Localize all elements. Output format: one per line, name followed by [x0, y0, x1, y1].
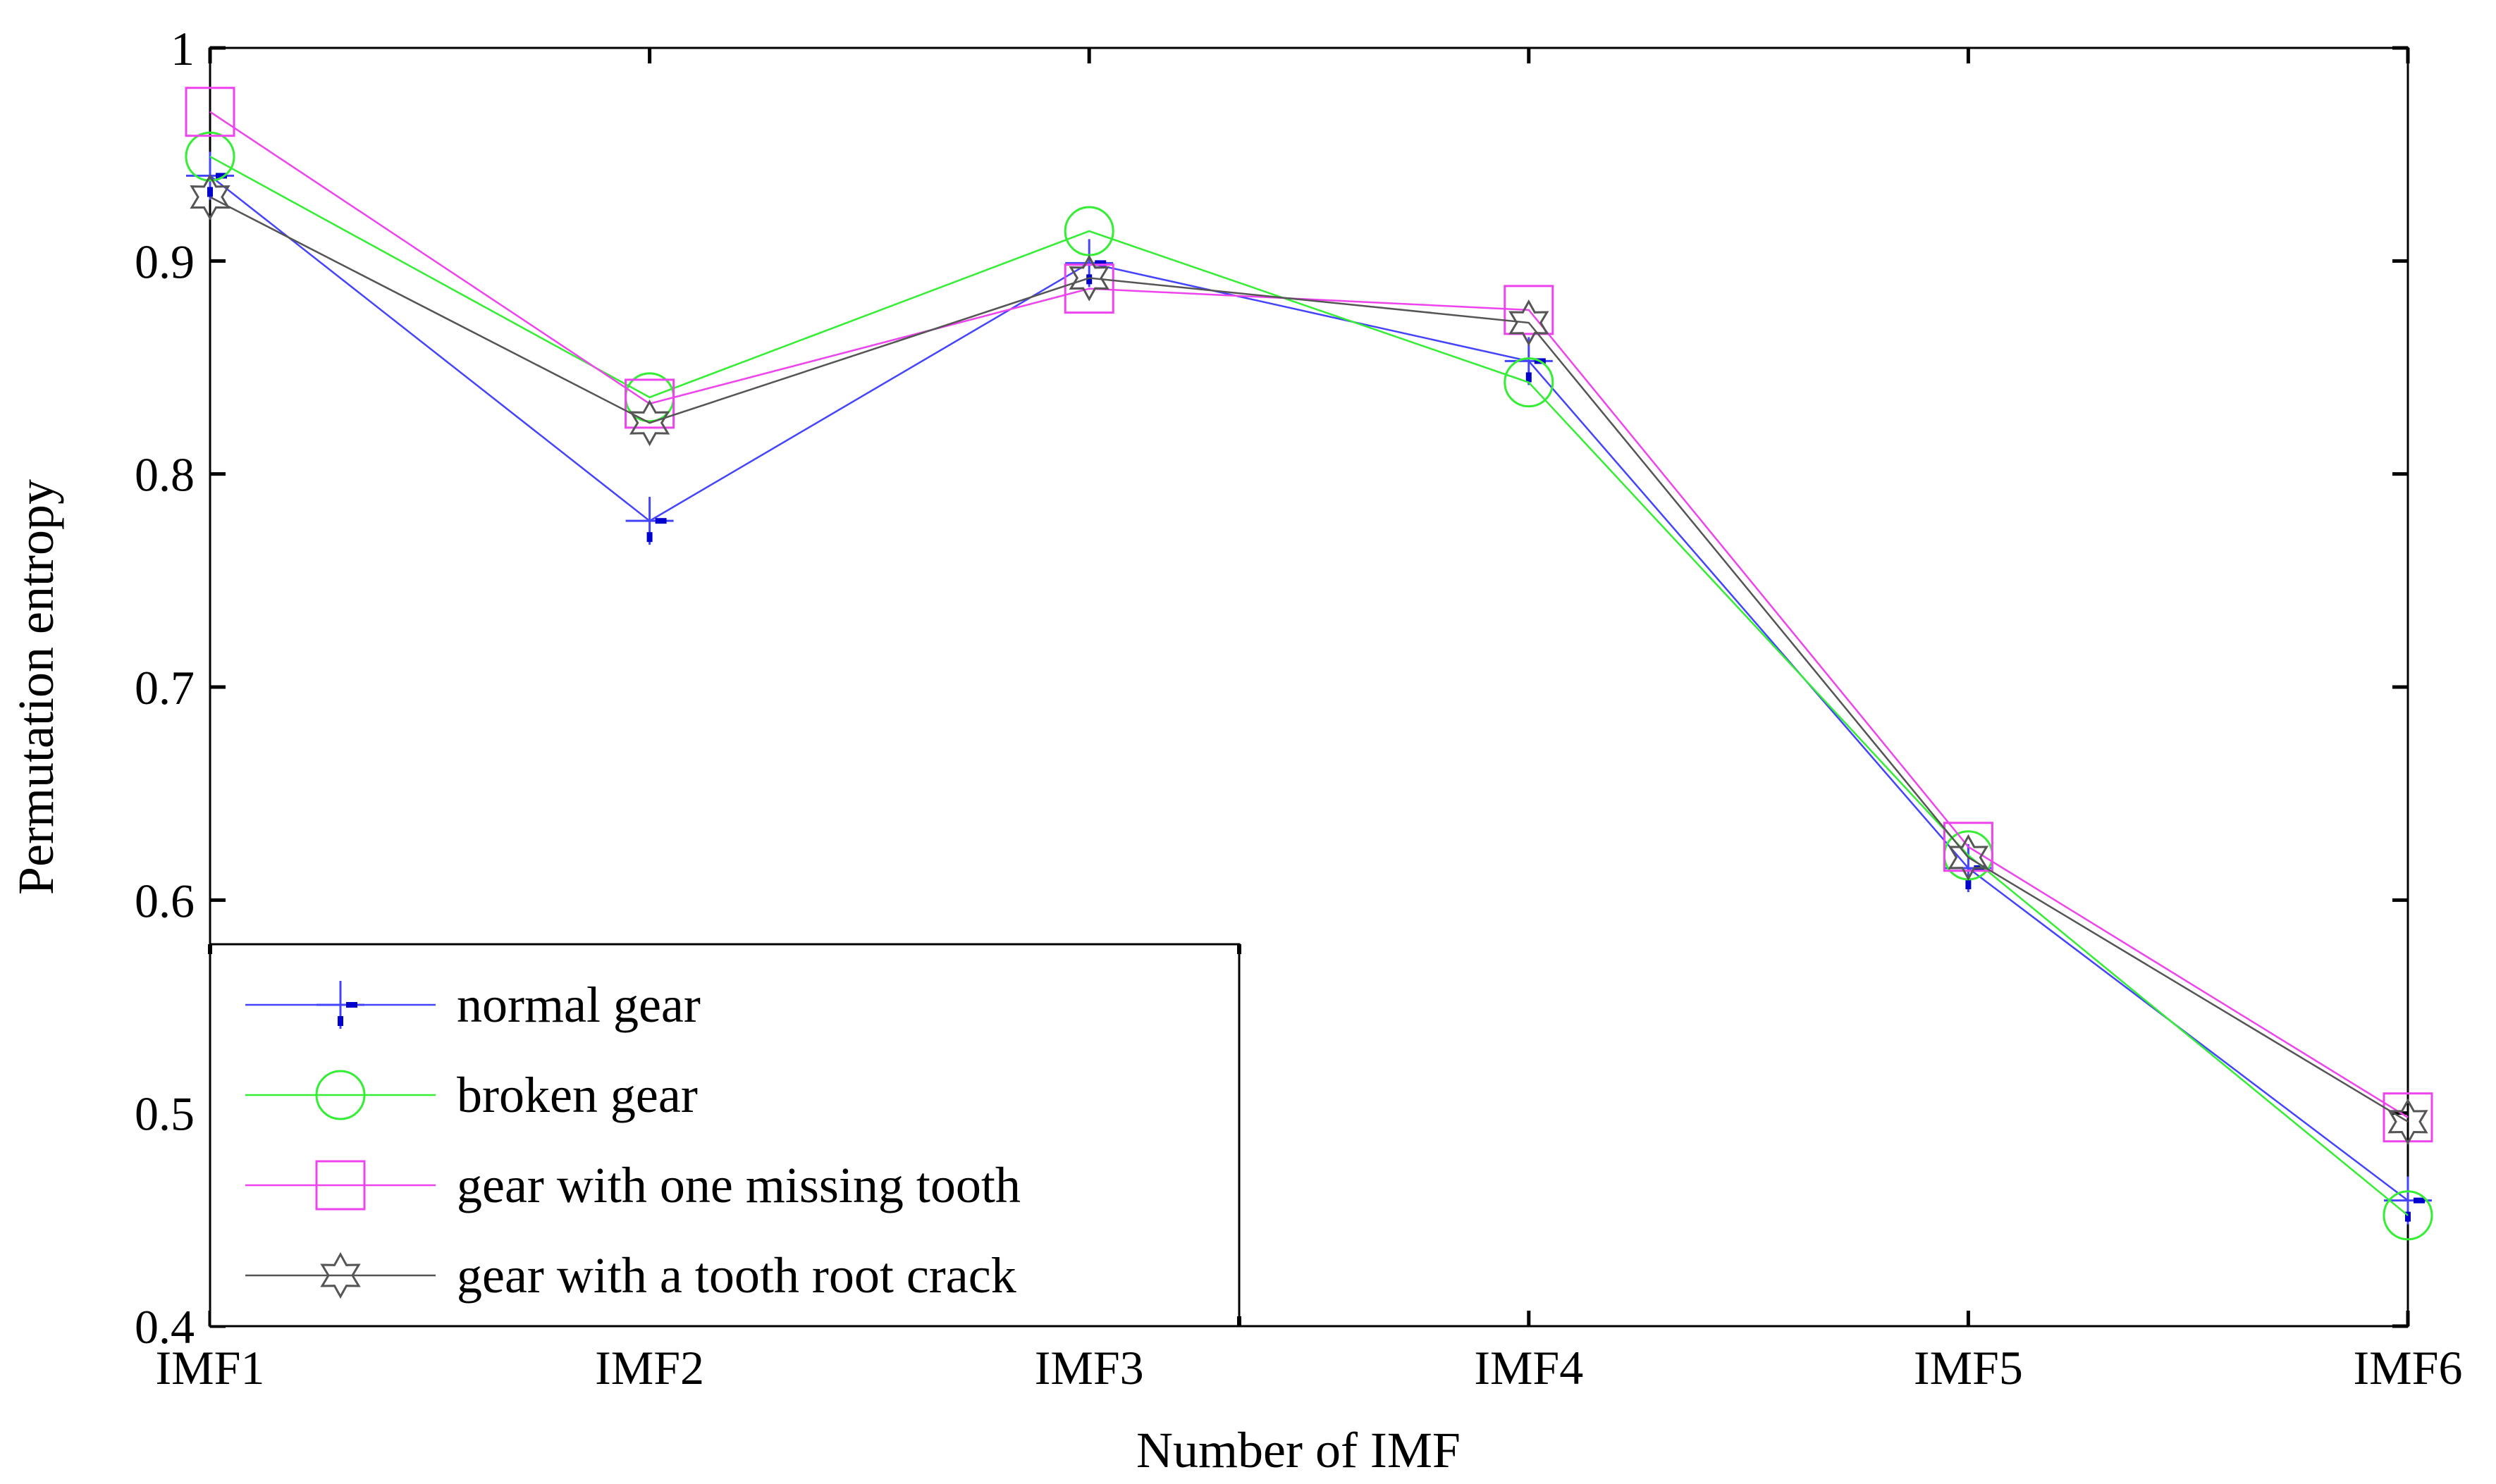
legend-marker-broken-gear	[315, 1070, 366, 1120]
marker-accent	[646, 532, 653, 543]
marker-accent	[1095, 260, 1107, 266]
data-point-gear-with-one-missing-tooth	[1943, 822, 1993, 872]
series-line-broken-gear	[209, 156, 2409, 1216]
data-point-broken-gear	[2383, 1190, 2433, 1241]
data-point-gear-with-a-tooth-root-crack	[1508, 299, 1549, 347]
data-point-broken-gear	[185, 131, 235, 182]
legend-marker-gear-with-one-missing-tooth	[315, 1160, 366, 1211]
marker-accent	[1525, 372, 1532, 383]
x-tick-label: IMF1	[156, 1341, 265, 1395]
data-point-normal-gear	[1065, 239, 1114, 287]
marker-accent	[1965, 879, 1972, 889]
data-point-gear-with-a-tooth-root-crack	[190, 173, 230, 221]
y-tick-label: 0.7	[135, 661, 195, 715]
y-tick-label: 0.6	[135, 874, 195, 927]
x-tick-label: IMF4	[1474, 1341, 1583, 1395]
marker-accent	[2405, 1211, 2411, 1222]
marker-accent	[2414, 1197, 2425, 1204]
marker-accent	[655, 518, 667, 524]
marker-accent	[216, 173, 227, 179]
legend-label-gear-with-one-missing-tooth: gear with one missing tooth	[457, 1157, 1021, 1213]
x-tick-label: IMF3	[1035, 1341, 1144, 1395]
data-point-gear-with-a-tooth-root-crack	[629, 400, 670, 447]
legend-marker-normal-gear	[316, 981, 364, 1029]
y-tick-label: 0.5	[135, 1087, 195, 1141]
series-line-normal-gear	[209, 175, 2409, 1201]
marker-accent	[207, 187, 213, 197]
legend-box	[209, 943, 1241, 1328]
y-tick-label: 0.9	[135, 235, 195, 288]
legend-label-gear-with-a-tooth-root-crack: gear with a tooth root crack	[457, 1247, 1016, 1304]
data-point-gear-with-one-missing-tooth	[1064, 264, 1114, 314]
data-point-normal-gear	[625, 497, 674, 545]
x-tick-label: IMF5	[1914, 1341, 2023, 1395]
y-axis-label: Permutation entropy	[8, 479, 64, 895]
data-point-broken-gear	[1504, 357, 1554, 408]
data-point-gear-with-one-missing-tooth	[625, 378, 675, 429]
legend: normal gear broken gear gear with one miss…	[208, 943, 1241, 1328]
legend-label-broken-gear: broken gear	[457, 1067, 698, 1123]
marker-accent	[1086, 274, 1093, 285]
x-tick-label: IMF2	[595, 1341, 704, 1395]
data-point-gear-with-a-tooth-root-crack	[1948, 834, 1989, 881]
data-point-gear-with-a-tooth-root-crack	[1069, 254, 1109, 302]
y-tick-label: 0.8	[135, 448, 195, 502]
x-axis-label: Number of IMF	[1136, 1422, 1461, 1478]
data-point-gear-with-one-missing-tooth	[185, 87, 235, 137]
legend-label-normal-gear: normal gear	[457, 977, 701, 1033]
y-tick-label: 0.4	[135, 1300, 195, 1354]
legend-marker-gear-with-a-tooth-root-crack	[320, 1251, 361, 1299]
data-point-gear-with-one-missing-tooth	[1504, 285, 1554, 335]
series-line-gear-with-a-tooth-root-crack	[209, 196, 2409, 1123]
data-point-normal-gear	[2384, 1176, 2432, 1225]
x-tick-label: IMF6	[2354, 1341, 2463, 1395]
series-line-gear-with-one-missing-tooth	[209, 111, 2409, 1118]
plot-area: 0.4 0.5 0.6 0.7 0.8 0.9 1 IMF1 IMF2 IMF3 IMF4 IMF5 I…	[135, 22, 2462, 1395]
marker-accent	[338, 1016, 343, 1026]
marker-accent	[346, 1002, 357, 1008]
y-tick-label: 1	[171, 22, 195, 75]
data-point-gear-with-a-tooth-root-crack	[2387, 1098, 2428, 1145]
